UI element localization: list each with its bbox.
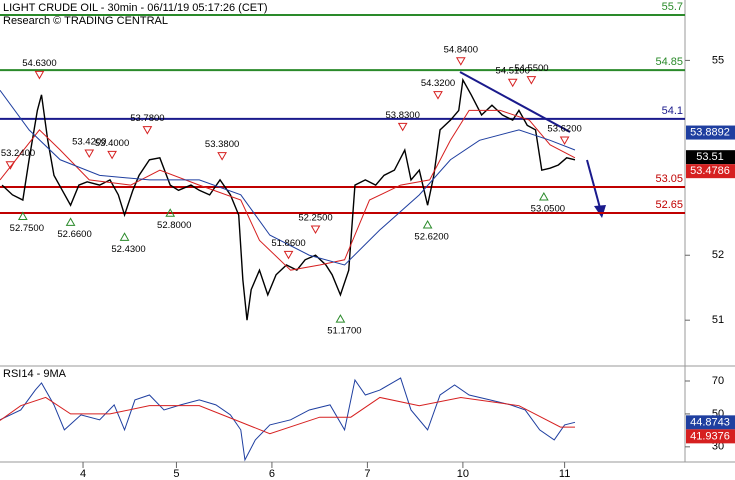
low-marker [538,192,549,201]
price-box-label: 53.4786 [690,165,730,177]
level-label: 53.05 [655,173,683,185]
level-label: 54.85 [655,56,683,68]
high-marker [455,57,466,66]
series-line [0,89,576,266]
high-label: 53.4200 [72,137,106,148]
high-marker [310,225,321,235]
high-marker [107,150,117,160]
high-marker [217,152,227,161]
low-marker [17,211,28,221]
y-tick-label: 70 [712,375,724,387]
low-label: 52.4300 [111,244,145,255]
price-box-label: 53.51 [696,151,724,163]
y-tick-label: 52 [712,249,724,261]
x-tick-label: 7 [364,468,370,480]
high-label: 53.7800 [130,113,164,124]
high-marker [142,126,153,135]
high-label: 53.8300 [386,110,420,121]
low-marker [422,219,433,229]
price-box [686,125,735,140]
low-marker [119,232,130,241]
high-marker [507,78,518,88]
series-line [0,377,576,462]
low-marker [65,217,76,226]
high-label: 54.5500 [514,63,548,74]
high-label: 53.2400 [1,148,35,159]
high-marker [34,70,45,80]
low-marker [335,314,346,323]
price-box [686,164,735,179]
high-marker [433,91,443,100]
low-label: 52.6600 [57,229,91,240]
chart-title: LIGHT CRUDE OIL - 30min - 06/11/19 05:17… [3,2,268,14]
price-box [686,415,735,430]
low-label: 52.8000 [157,220,191,231]
high-marker [559,136,570,146]
series-line [1,77,576,321]
high-marker [526,76,537,85]
trend-line [459,71,571,133]
high-marker [5,161,16,170]
high-label: 54.8400 [444,44,478,55]
low-label: 52.7500 [10,223,44,234]
high-label: 53.4000 [95,138,129,149]
price-box-label: 41.9376 [690,430,730,442]
x-tick-label: 10 [457,468,469,480]
x-tick-label: 4 [80,468,86,480]
series-line [0,109,576,271]
price-box-label: 44.8743 [690,416,730,428]
low-label: 52.6200 [414,231,448,242]
high-marker [397,122,408,132]
x-tick-label: 6 [269,468,275,480]
high-label: 53.6200 [547,124,581,135]
x-tick-label: 11 [559,468,570,480]
y-tick-label: 51 [712,314,724,326]
y-tick-label: 30 [712,441,724,453]
high-label: 53.3800 [205,139,239,150]
high-label: 54.3200 [421,78,455,89]
level-label: 52.65 [655,199,683,211]
price-box [686,429,735,444]
price-box [686,150,735,165]
forecast-arrow-head [594,205,606,218]
forecast-arrow [586,159,601,209]
chart-subtitle: Research © TRADING CENTRAL [3,15,168,27]
low-label: 53.0500 [531,204,565,215]
low-label: 51.1700 [327,326,361,337]
y-tick-label: 55 [712,54,724,66]
high-label: 52.2500 [298,213,332,224]
high-label: 54.5100 [496,66,530,77]
price-box-label: 53.8892 [690,126,730,138]
series-line [0,396,575,435]
rsi-title: RSI14 - 9MA [3,368,67,380]
high-label: 54.6300 [22,58,56,69]
high-marker [84,149,95,159]
low-marker [165,208,176,217]
high-label: 51.8600 [271,238,305,249]
x-tick-label: 5 [173,468,179,480]
level-label: 54.1 [662,105,683,117]
high-marker [283,250,294,260]
level-label: 55.7 [662,1,683,13]
